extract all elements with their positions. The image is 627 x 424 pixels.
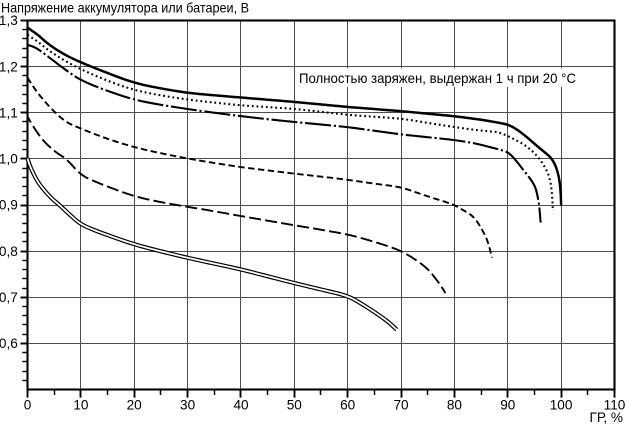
svg-text:1,0: 1,0 xyxy=(0,152,18,167)
svg-text:10: 10 xyxy=(73,397,89,412)
svg-text:80: 80 xyxy=(447,397,463,412)
svg-text:1,2: 1,2 xyxy=(0,59,18,74)
svg-text:60: 60 xyxy=(340,397,356,412)
svg-text:50: 50 xyxy=(287,397,303,412)
svg-text:ГР, %: ГР, % xyxy=(590,410,624,424)
svg-text:0,9: 0,9 xyxy=(0,198,18,213)
svg-text:Напряжение аккумулятора или ба: Напряжение аккумулятора или батареи, В xyxy=(1,0,249,15)
svg-text:0: 0 xyxy=(24,397,32,412)
svg-text:1,1: 1,1 xyxy=(0,105,18,120)
svg-text:0,8: 0,8 xyxy=(0,244,18,259)
svg-text:20: 20 xyxy=(127,397,143,412)
svg-text:100: 100 xyxy=(550,397,573,412)
svg-text:30: 30 xyxy=(180,397,196,412)
svg-text:0,6: 0,6 xyxy=(0,336,18,351)
svg-text:110: 110 xyxy=(604,397,626,412)
svg-text:40: 40 xyxy=(233,397,249,412)
svg-text:Полностью заряжен, выдержан 1: Полностью заряжен, выдержан 1 ч при 20 °… xyxy=(299,71,576,86)
svg-text:0,7: 0,7 xyxy=(0,290,18,305)
svg-text:70: 70 xyxy=(393,397,409,412)
svg-text:90: 90 xyxy=(500,397,516,412)
svg-text:1,3: 1,3 xyxy=(0,13,18,28)
